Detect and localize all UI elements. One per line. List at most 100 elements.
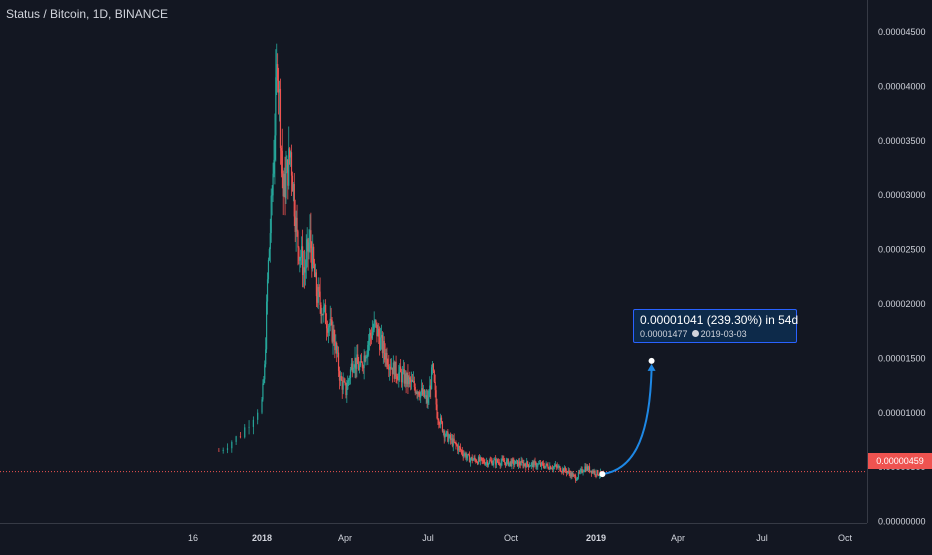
candle-body xyxy=(565,470,568,474)
candle-body xyxy=(555,464,557,467)
candle-body xyxy=(574,474,576,477)
candle-body xyxy=(524,463,526,465)
candle-body xyxy=(323,306,325,315)
projection-target-line: 0.00001477 2019-03-03 xyxy=(640,328,790,340)
candle-body xyxy=(517,461,519,467)
candle-body xyxy=(575,479,578,481)
candle-body xyxy=(512,459,514,461)
candle-body xyxy=(322,314,324,315)
candle-body xyxy=(588,466,591,472)
candle-body xyxy=(572,474,574,477)
candle-body xyxy=(498,462,500,465)
candle-body xyxy=(302,267,305,275)
candle-body xyxy=(551,468,553,470)
candle-body xyxy=(382,340,384,354)
candle-body xyxy=(313,246,315,265)
candle-body xyxy=(262,383,264,400)
y-tick-label: 0.00004000 xyxy=(878,81,926,91)
candle-body xyxy=(540,462,543,466)
candle-body xyxy=(356,354,358,369)
candle-body xyxy=(279,88,282,148)
candle-body xyxy=(397,379,399,381)
candle-body xyxy=(338,370,341,381)
candle-body xyxy=(266,279,269,302)
candle-body xyxy=(447,431,449,442)
projection-start-point xyxy=(599,471,606,478)
candle-body xyxy=(269,233,271,250)
candle-body xyxy=(541,462,544,464)
candle-body xyxy=(525,464,527,468)
candle-body xyxy=(579,470,581,473)
candle-body xyxy=(539,463,541,464)
candle-body xyxy=(439,423,441,425)
candle-body xyxy=(321,314,323,316)
candle-body xyxy=(585,466,587,471)
candle-body xyxy=(411,379,414,382)
candle-body xyxy=(301,246,304,275)
candle-body xyxy=(271,195,273,197)
candle-body xyxy=(421,388,424,395)
candle-body xyxy=(308,242,310,252)
candle-body xyxy=(480,457,482,459)
candle-body xyxy=(281,150,283,174)
candle-body xyxy=(393,362,395,379)
candle-body xyxy=(535,462,537,468)
candle-body xyxy=(477,457,480,464)
candle-body xyxy=(534,461,536,463)
candle-body xyxy=(440,417,443,422)
candle-body xyxy=(479,457,481,461)
candle-body xyxy=(594,470,596,475)
candle-body xyxy=(539,463,542,466)
candle-body xyxy=(487,463,490,466)
candle-body xyxy=(515,460,517,464)
candle-body xyxy=(273,159,275,174)
candle-body xyxy=(289,152,292,158)
candle-body xyxy=(330,318,332,320)
candle-body xyxy=(335,343,337,351)
candle-body xyxy=(471,457,473,461)
candle-body xyxy=(320,304,322,316)
candle-body xyxy=(550,466,552,469)
candle-body xyxy=(376,322,378,337)
candle-body xyxy=(314,272,317,277)
candle-body xyxy=(290,152,293,176)
candle-body xyxy=(337,352,340,371)
candle-body xyxy=(418,392,420,396)
candle-body xyxy=(417,392,419,395)
candle-body xyxy=(361,362,363,368)
candle-body xyxy=(453,438,455,442)
candle-body xyxy=(586,466,588,471)
x-tick-label: Jul xyxy=(756,533,768,543)
candle-body xyxy=(297,231,299,248)
candle-body xyxy=(266,301,268,350)
candle-body xyxy=(432,364,435,371)
candle-body xyxy=(591,470,593,474)
candle-body xyxy=(554,464,556,467)
candle-body xyxy=(311,248,313,269)
candle-body xyxy=(296,217,298,232)
candle-body xyxy=(457,445,459,451)
candle-body xyxy=(491,460,493,466)
candle-body xyxy=(379,337,382,350)
candle-body xyxy=(490,460,492,462)
candle-body xyxy=(399,366,401,373)
candle-body xyxy=(542,463,544,467)
candle-body xyxy=(352,368,354,373)
candle-body xyxy=(580,468,582,471)
candle-body xyxy=(406,372,408,384)
candle-body xyxy=(374,320,376,322)
candle-body xyxy=(567,470,569,472)
candle-body xyxy=(360,361,363,363)
candle-body xyxy=(504,462,507,466)
candle-body xyxy=(312,246,314,269)
candle-body xyxy=(235,436,237,442)
candle-body xyxy=(267,260,270,280)
candle-body xyxy=(425,395,427,397)
candle-body xyxy=(231,441,233,449)
candle-body xyxy=(367,345,369,355)
candle-body xyxy=(444,436,446,438)
candle-body xyxy=(505,460,508,466)
candle-body xyxy=(557,466,559,468)
